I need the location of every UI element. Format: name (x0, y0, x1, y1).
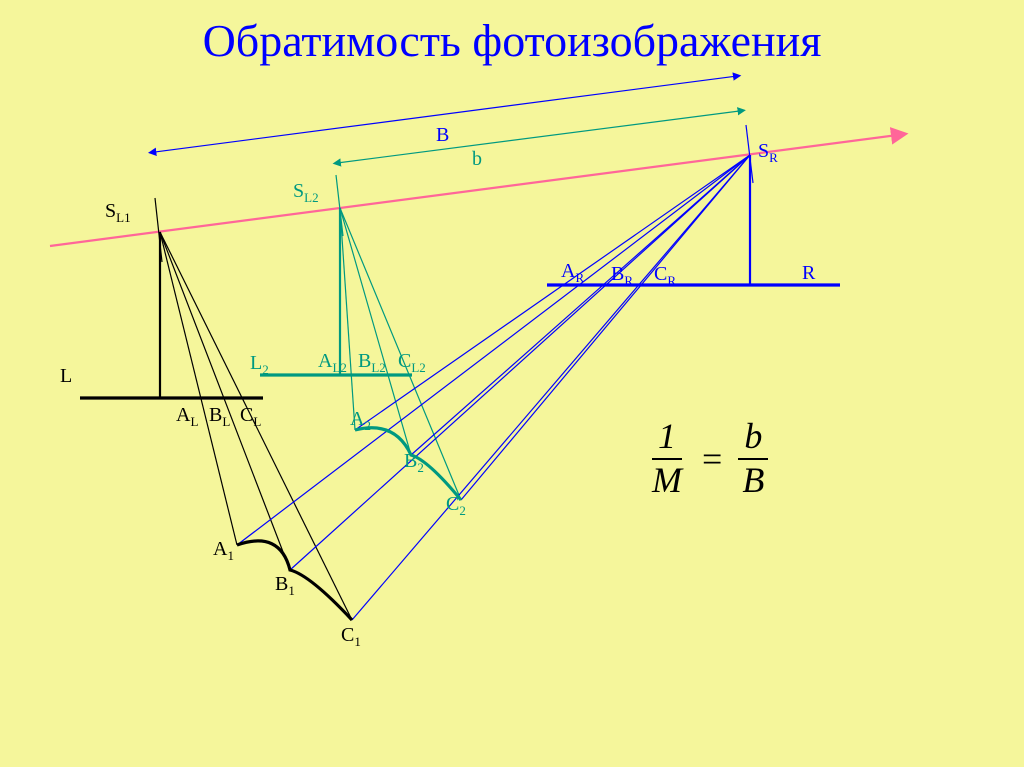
label-B: B (436, 124, 449, 147)
label-AL: AL (176, 404, 198, 430)
label-CL: CL (240, 404, 261, 430)
label-CR: CR (654, 263, 676, 289)
formula-eq: = (702, 438, 722, 480)
label-A1: A1 (213, 538, 234, 564)
label-BR: BR (611, 263, 633, 289)
formula-left-num: 1 (652, 418, 682, 460)
label-R: R (802, 262, 815, 285)
formula-right-num: b (738, 418, 768, 460)
label-C2: C2 (446, 493, 466, 519)
formula-left-den: M (646, 460, 688, 500)
label-B1: B1 (275, 573, 295, 599)
label-CL2: CL2 (398, 350, 426, 376)
formula-right-den: B (736, 460, 770, 500)
label-b: b (472, 148, 482, 171)
label-AR: AR (561, 260, 584, 286)
label-BL: BL (209, 404, 230, 430)
diagram-canvas (0, 0, 1024, 767)
label-L2: L2 (250, 352, 269, 378)
label-SL1: SL1 (105, 200, 131, 226)
label-AL2: AL2 (318, 350, 347, 376)
label-L: L (60, 365, 72, 388)
label-C1: C1 (341, 624, 361, 650)
label-B2: B2 (404, 450, 424, 476)
formula: 1 M = b B (646, 418, 770, 500)
label-SL2: SL2 (293, 180, 319, 206)
label-A2: A2 (350, 408, 371, 434)
label-BL2: BL2 (358, 350, 386, 376)
label-SR: SR (758, 140, 778, 166)
